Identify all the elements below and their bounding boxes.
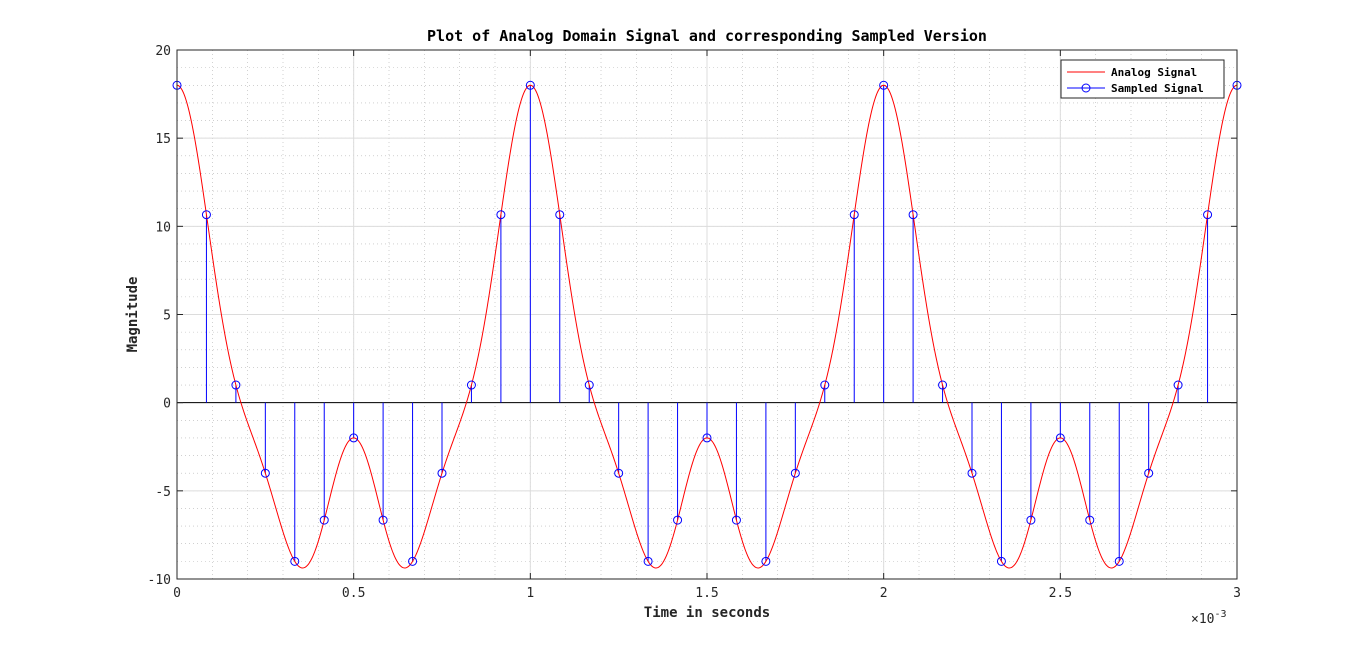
- stem-marker: [408, 556, 418, 566]
- x-axis-ticks: 0 0.5 1 1.5 2 2.5 3: [173, 50, 1241, 601]
- x-axis-label: Time in seconds: [644, 605, 770, 621]
- stem-marker: [1114, 556, 1124, 566]
- stem-marker: [290, 556, 300, 566]
- y-tick-label: 10: [155, 220, 171, 235]
- y-tick-label: -5: [155, 485, 171, 500]
- stem-marker: [702, 433, 712, 443]
- stem-marker: [1085, 515, 1095, 525]
- stem-marker: [555, 210, 565, 220]
- stem-marker: [614, 468, 624, 478]
- analog-signal-series: [176, 84, 1238, 569]
- x-axis-exponent-power: -3: [1214, 609, 1226, 620]
- x-tick-label: 2.5: [1049, 586, 1072, 601]
- stem-marker: [1144, 468, 1154, 478]
- legend-analog-label: Analog Signal: [1111, 66, 1197, 79]
- stem-marker: [231, 380, 241, 390]
- stem-marker: [437, 468, 447, 478]
- x-tick-label: 1.5: [695, 586, 718, 601]
- stem-marker: [378, 515, 388, 525]
- stem-marker: [790, 468, 800, 478]
- stem-marker: [525, 80, 535, 90]
- y-tick-label: -10: [148, 573, 171, 588]
- chart-title: Plot of Analog Domain Signal and corresp…: [427, 27, 987, 45]
- stem-marker: [643, 556, 653, 566]
- stem-marker: [879, 80, 889, 90]
- stem-marker: [496, 210, 506, 220]
- stem-marker: [1055, 433, 1065, 443]
- stem-marker: [761, 556, 771, 566]
- stem-marker: [584, 380, 594, 390]
- stem-marker: [967, 468, 977, 478]
- y-tick-label: 15: [155, 132, 171, 147]
- stem-marker: [938, 380, 948, 390]
- x-tick-label: 2: [880, 586, 888, 601]
- stem-marker: [319, 515, 329, 525]
- major-grid: [176, 49, 1238, 580]
- y-axis-label: Magnitude: [125, 277, 141, 353]
- stem-marker: [849, 210, 859, 220]
- legend: Analog Signal Sampled Signal: [1060, 59, 1225, 99]
- stem-marker: [820, 380, 830, 390]
- x-tick-label: 1: [526, 586, 534, 601]
- stem-marker: [908, 210, 918, 220]
- stem-marker: [466, 380, 476, 390]
- stem-marker: [996, 556, 1006, 566]
- x-tick-label: 0: [173, 586, 181, 601]
- x-tick-label: 0.5: [342, 586, 365, 601]
- stem-marker: [1026, 515, 1036, 525]
- stem-marker: [201, 210, 211, 220]
- y-tick-label: 20: [155, 44, 171, 59]
- y-tick-label: 0: [163, 397, 171, 412]
- stem-marker: [260, 468, 270, 478]
- stem-marker: [1173, 380, 1183, 390]
- y-axis-ticks: -10 -5 0 5 10 15 20: [148, 44, 1237, 588]
- x-axis-exponent: ×10-3: [1191, 609, 1227, 627]
- x-tick-label: 3: [1233, 586, 1241, 601]
- legend-sampled-marker-icon: [1081, 83, 1091, 93]
- legend-sampled-label: Sampled Signal: [1111, 82, 1204, 95]
- y-tick-label: 5: [163, 309, 171, 324]
- sampled-signal-stems: [176, 85, 1238, 562]
- stem-marker: [1203, 210, 1213, 220]
- stem-marker: [731, 515, 741, 525]
- analog-signal-line: [176, 84, 1238, 569]
- stem-marker: [349, 433, 359, 443]
- stem-marker: [673, 515, 683, 525]
- x-axis-exponent-base: ×10: [1191, 612, 1214, 627]
